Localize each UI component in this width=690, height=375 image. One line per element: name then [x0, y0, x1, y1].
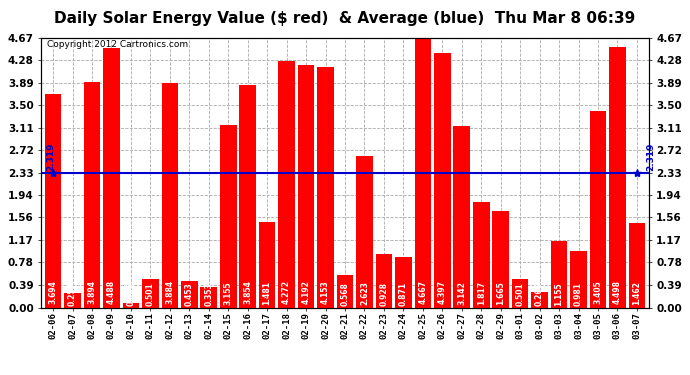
Bar — [64, 292, 81, 308]
Text: 3.405: 3.405 — [593, 280, 602, 304]
Text: 1.665: 1.665 — [496, 282, 505, 305]
Text: 4.498: 4.498 — [613, 280, 622, 304]
Text: 0.501: 0.501 — [146, 282, 155, 306]
Bar — [356, 156, 373, 308]
Bar — [590, 111, 607, 308]
Text: 4.192: 4.192 — [302, 280, 310, 304]
Bar — [83, 82, 100, 308]
Text: 0.568: 0.568 — [340, 282, 350, 306]
Bar — [551, 241, 567, 308]
Text: 1.462: 1.462 — [633, 282, 642, 306]
Bar — [570, 251, 586, 308]
Text: 1.481: 1.481 — [263, 282, 272, 306]
Text: 3.884: 3.884 — [166, 280, 175, 304]
Text: 0.266: 0.266 — [535, 282, 544, 306]
Text: 0.981: 0.981 — [574, 282, 583, 306]
Text: Copyright 2012 Cartronics.com: Copyright 2012 Cartronics.com — [48, 40, 188, 49]
Bar — [434, 53, 451, 307]
Bar — [493, 211, 509, 308]
Bar — [609, 48, 626, 308]
Text: 2.319: 2.319 — [46, 142, 55, 171]
Bar — [104, 48, 120, 308]
Bar — [220, 125, 237, 308]
Text: 1.155: 1.155 — [555, 282, 564, 306]
Bar — [415, 38, 431, 308]
Text: 2.623: 2.623 — [360, 281, 369, 305]
Bar — [512, 279, 529, 308]
Bar — [142, 279, 159, 308]
Text: 3.854: 3.854 — [243, 280, 252, 304]
Text: 3.894: 3.894 — [88, 280, 97, 304]
Bar — [239, 85, 256, 308]
Bar — [375, 254, 392, 308]
Bar — [298, 65, 315, 308]
Bar — [395, 257, 412, 307]
Bar — [629, 223, 645, 308]
Text: 0.501: 0.501 — [515, 282, 524, 306]
Text: 0.353: 0.353 — [204, 282, 213, 306]
Bar — [473, 202, 489, 308]
Text: 0.085: 0.085 — [126, 282, 135, 306]
Bar — [317, 68, 334, 308]
Text: 0.871: 0.871 — [399, 282, 408, 306]
Text: 1.817: 1.817 — [477, 281, 486, 305]
Text: 4.397: 4.397 — [438, 280, 447, 304]
Text: 0.453: 0.453 — [185, 282, 194, 306]
Bar — [337, 274, 353, 308]
Bar — [181, 281, 197, 308]
Text: 4.153: 4.153 — [321, 280, 330, 304]
Text: Daily Solar Energy Value ($ red)  & Average (blue)  Thu Mar 8 06:39: Daily Solar Energy Value ($ red) & Avera… — [55, 11, 635, 26]
Text: 2.319: 2.319 — [647, 142, 656, 171]
Bar — [453, 126, 470, 308]
Text: 3.155: 3.155 — [224, 281, 233, 304]
Bar — [259, 222, 275, 308]
Text: 4.667: 4.667 — [418, 280, 427, 304]
Text: 0.928: 0.928 — [380, 282, 388, 306]
Bar — [278, 60, 295, 308]
Bar — [123, 303, 139, 307]
Bar — [201, 287, 217, 308]
Bar — [531, 292, 548, 308]
Bar — [161, 83, 178, 308]
Bar — [45, 94, 61, 308]
Text: 0.259: 0.259 — [68, 282, 77, 306]
Text: 4.488: 4.488 — [107, 280, 116, 304]
Text: 3.142: 3.142 — [457, 280, 466, 304]
Text: 4.272: 4.272 — [282, 280, 291, 304]
Text: 3.694: 3.694 — [48, 280, 57, 304]
